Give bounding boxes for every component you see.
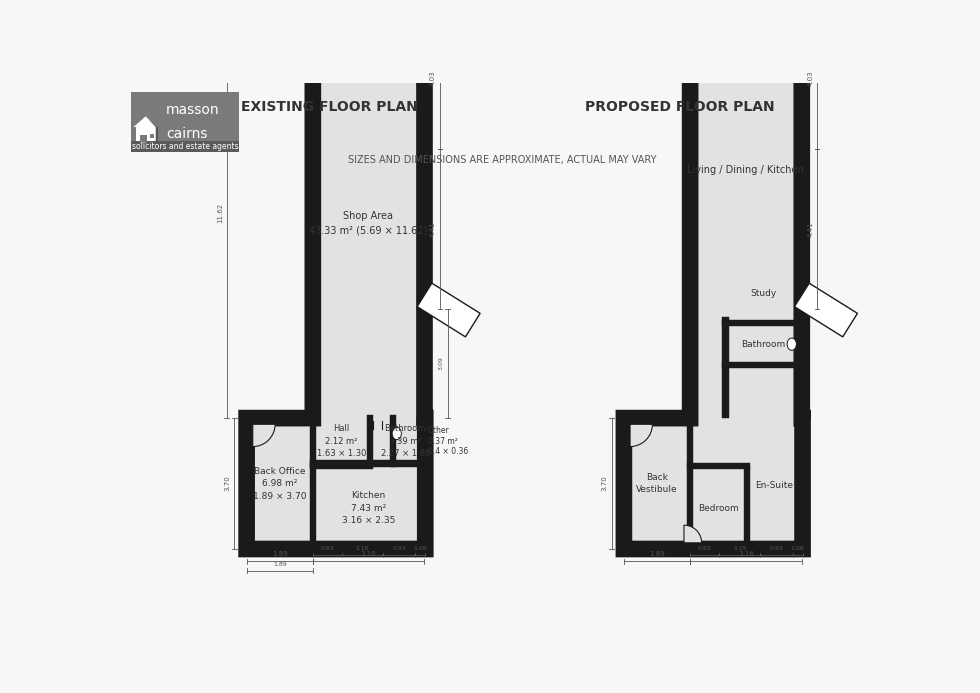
Text: 3.09: 3.09 [439, 356, 444, 370]
Text: En-Suite: En-Suite [755, 481, 793, 489]
Text: 11.62: 11.62 [217, 202, 222, 222]
Text: solicitors and estate agents: solicitors and estate agents [131, 142, 238, 151]
Text: 0.83: 0.83 [320, 546, 334, 552]
Text: 0.83: 0.83 [698, 546, 711, 552]
Bar [310, 463, 373, 469]
Polygon shape [624, 7, 803, 549]
Text: 4.03: 4.03 [430, 71, 436, 86]
Text: Shop Area
43.33 m² (5.69 × 11.62): Shop Area 43.33 m² (5.69 × 11.62) [309, 211, 427, 236]
Bar [798, 320, 804, 368]
Bar [798, 412, 804, 549]
Bar [150, 134, 154, 138]
Text: 3.70: 3.70 [224, 475, 230, 491]
Text: EXISTING FLOOR PLAN: EXISTING FLOOR PLAN [241, 100, 417, 114]
Text: 1.08: 1.08 [414, 546, 427, 552]
Text: Study: Study [750, 289, 776, 298]
Text: Back
Vestibule: Back Vestibule [636, 473, 678, 494]
Polygon shape [247, 7, 425, 549]
Bar [744, 466, 751, 549]
Text: Bathroom: Bathroom [741, 340, 785, 349]
Text: 1.89: 1.89 [649, 552, 664, 557]
Text: 4.41: 4.41 [430, 221, 436, 237]
Text: Bedroom: Bedroom [698, 504, 739, 513]
Polygon shape [133, 116, 158, 127]
Ellipse shape [787, 338, 797, 351]
Wedge shape [690, 7, 716, 33]
Text: 0.93: 0.93 [769, 546, 783, 552]
Polygon shape [146, 116, 158, 144]
Text: 1.16: 1.16 [356, 546, 369, 552]
Bar [417, 283, 480, 337]
Text: 3.16: 3.16 [738, 552, 754, 557]
Text: SIZES AND DIMENSIONS ARE APPROXIMATE, ACTUAL MAY VARY: SIZES AND DIMENSIONS ARE APPROXIMATE, AC… [348, 155, 657, 165]
Text: Hall
2.12 m²
1.63 × 1.30: Hall 2.12 m² 1.63 × 1.30 [317, 424, 366, 458]
Text: Living / Dining / Kitchen: Living / Dining / Kitchen [687, 165, 804, 175]
Text: 4.41: 4.41 [808, 221, 813, 237]
Text: 3.70: 3.70 [602, 475, 608, 491]
Text: 1.89: 1.89 [271, 552, 287, 557]
Text: PROPOSED FLOOR PLAN: PROPOSED FLOOR PLAN [584, 100, 774, 114]
Bar [310, 460, 427, 466]
Wedge shape [253, 424, 275, 446]
Bar [795, 283, 858, 337]
Wedge shape [313, 7, 339, 33]
Text: 1.15: 1.15 [733, 546, 747, 552]
Bar [390, 415, 396, 466]
Bar [247, 415, 313, 421]
Bar [722, 320, 805, 326]
Bar [722, 362, 804, 368]
Text: Kitchen
7.43 m²
3.16 × 2.35: Kitchen 7.43 m² 3.16 × 2.35 [342, 491, 395, 525]
Bar [687, 463, 751, 469]
Text: 3.16: 3.16 [361, 552, 376, 557]
Bar [140, 134, 147, 144]
Bar [131, 141, 239, 152]
Bar [687, 418, 693, 549]
Text: Other
0.37 m²
0.4 × 0.36: Other 0.37 m² 0.4 × 0.36 [427, 426, 467, 456]
Bar [367, 415, 373, 466]
Bar [136, 127, 156, 144]
Text: 1.08: 1.08 [791, 546, 805, 552]
Text: 4.03: 4.03 [808, 71, 813, 86]
Ellipse shape [392, 428, 402, 439]
Wedge shape [630, 424, 653, 446]
Bar [722, 317, 729, 418]
Text: Bathroom
3.39 m²
2.27 × 1.88: Bathroom 3.39 m² 2.27 × 1.88 [380, 424, 430, 458]
Bar [310, 418, 316, 549]
Text: Back Office
6.98 m²
1.89 × 3.70: Back Office 6.98 m² 1.89 × 3.70 [253, 466, 307, 500]
Text: 0.93: 0.93 [392, 546, 406, 552]
Wedge shape [684, 525, 702, 543]
Text: masson
cairns: masson cairns [166, 103, 220, 141]
Bar [131, 91, 239, 152]
Text: 1.89: 1.89 [272, 562, 286, 567]
